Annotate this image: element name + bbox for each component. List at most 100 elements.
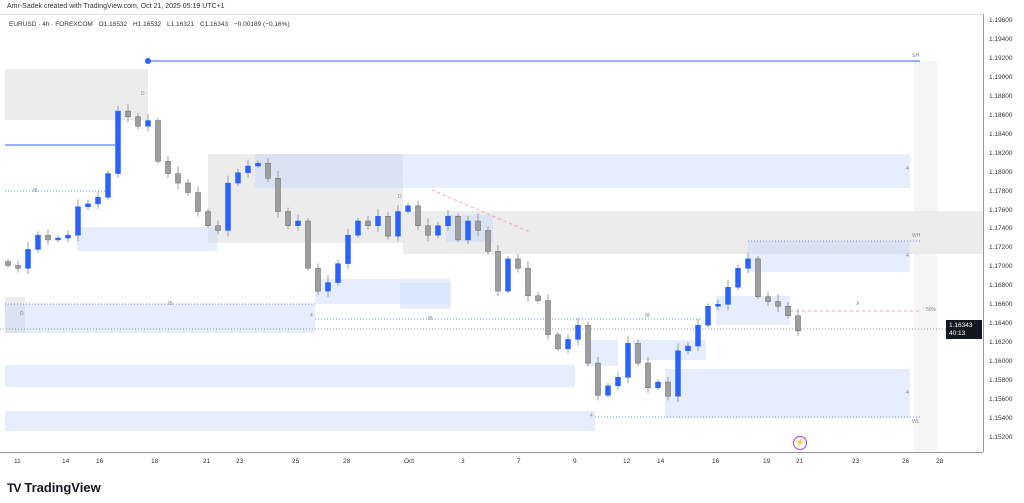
- candle-body: [5, 261, 11, 266]
- candle: [125, 103, 131, 123]
- candle-body: [765, 296, 771, 302]
- candle-body: [55, 237, 61, 241]
- candle: [625, 335, 631, 384]
- price-tick: 1.16200: [989, 339, 1013, 347]
- price-tick: 1.18200: [989, 149, 1013, 157]
- wl-label: WL: [912, 419, 920, 425]
- candle-body: [505, 258, 511, 292]
- candle: [5, 258, 11, 268]
- candle: [465, 215, 471, 245]
- chart-canvas: [0, 58, 983, 418]
- order-block: [665, 369, 910, 418]
- candle-body: [675, 350, 681, 397]
- candle: [25, 242, 31, 275]
- time-axis[interactable]: 11 14 16 18 21 23 25 28 Oct 3 7 9 12 14 16 19 21 23 26 28: [0, 452, 983, 469]
- candle: [515, 253, 521, 273]
- order-block: [5, 411, 595, 431]
- candle-body: [95, 197, 101, 205]
- candle-body: [365, 220, 371, 226]
- candle-body: [465, 220, 471, 241]
- candle: [605, 382, 611, 398]
- candle: [755, 256, 761, 300]
- chart-credit: Amr-Sadek created with TradingView.com, …: [7, 3, 225, 10]
- fifty-label: 50%: [926, 307, 937, 313]
- ib-label: IB: [645, 313, 650, 319]
- candle: [105, 170, 111, 200]
- candle: [565, 334, 571, 353]
- candle-body: [725, 287, 731, 305]
- candle-body: [655, 381, 661, 388]
- bar-countdown: 40:13: [949, 330, 966, 337]
- price-tick: 1.17800: [989, 187, 1013, 195]
- demand-zone: [5, 297, 25, 333]
- price-tick: 1.19400: [989, 35, 1013, 43]
- ib-label: IB: [168, 301, 173, 307]
- x-label: X: [856, 301, 860, 307]
- candle: [85, 199, 91, 210]
- candle: [635, 339, 641, 367]
- candle-body: [485, 230, 491, 252]
- candle-body: [205, 211, 211, 226]
- candle: [365, 215, 371, 230]
- candle: [255, 160, 261, 169]
- candle: [155, 117, 161, 164]
- candle: [75, 199, 81, 242]
- low-value: L1.16321: [167, 21, 195, 28]
- time-tick: 19: [763, 458, 771, 465]
- time-tick: Oct: [404, 458, 415, 465]
- candle-body: [175, 173, 181, 184]
- candle-body: [75, 206, 81, 236]
- candle-body: [625, 342, 631, 378]
- high-value: H1.16532: [132, 21, 162, 28]
- candle: [175, 166, 181, 189]
- candle: [375, 208, 381, 232]
- candle-body: [225, 182, 231, 231]
- price-tick: 1.18800: [989, 92, 1013, 100]
- price-tick: 1.17600: [989, 206, 1013, 214]
- candle: [305, 218, 311, 271]
- time-tick: 21: [796, 458, 804, 465]
- candle: [15, 260, 21, 273]
- candle: [45, 228, 51, 245]
- candle-body: [375, 215, 381, 226]
- candle: [145, 114, 151, 132]
- candle-body: [635, 342, 641, 364]
- price-axis[interactable]: 1.19600 1.19400 1.19200 1.19000 1.18800 1.186…: [983, 14, 1024, 452]
- symbol-legend[interactable]: EURUSD · 4h · FOREXCOM O1.16532 H1.16532…: [9, 21, 294, 28]
- time-tick: 12: [623, 458, 631, 465]
- candle-body: [65, 234, 71, 239]
- candle-body: [645, 362, 651, 388]
- time-tick: 16: [96, 458, 104, 465]
- order-block: [748, 241, 910, 272]
- candle-body: [705, 306, 711, 326]
- chart-pane[interactable]: SH WH WL 50% 4 4 4 D D D IB IB IB IB X 4…: [0, 14, 983, 453]
- candle-body: [235, 172, 241, 184]
- candle: [525, 260, 531, 302]
- supply-zone: [5, 69, 148, 120]
- candle-body: [685, 345, 691, 352]
- time-tick: 9: [573, 458, 577, 465]
- change-value: −0.00189 (−0.16%): [233, 21, 290, 28]
- candle: [655, 379, 661, 391]
- candles: [5, 103, 801, 403]
- candle-body: [405, 205, 411, 212]
- candle-body: [555, 334, 561, 350]
- candle: [735, 264, 741, 291]
- zone-label: 4: [590, 413, 593, 419]
- lightning-icon[interactable]: ⚡: [793, 436, 807, 450]
- candle-body: [335, 263, 341, 283]
- time-tick: 28: [936, 458, 944, 465]
- candle-body: [545, 300, 551, 335]
- price-tick: 1.16400: [989, 320, 1013, 328]
- price-tick: 1.19600: [989, 17, 1013, 24]
- candle-body: [255, 162, 261, 167]
- time-tick: 3: [461, 458, 465, 465]
- candle-body: [665, 381, 671, 397]
- candle: [595, 356, 601, 401]
- candle-body: [745, 258, 751, 269]
- candle-body: [735, 268, 741, 288]
- candle-body: [305, 220, 311, 269]
- time-tick: 16: [712, 458, 720, 465]
- swing-high-point: [145, 58, 151, 64]
- candle: [425, 218, 431, 242]
